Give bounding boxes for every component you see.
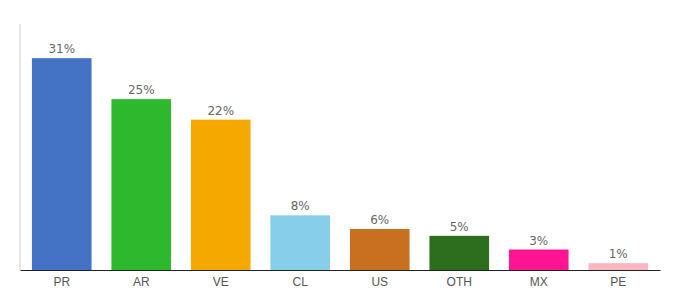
x-tick-label: PE: [610, 275, 626, 289]
x-tick-label: OTH: [447, 275, 472, 289]
x-tick: PR: [53, 275, 70, 289]
x-tick: OTH: [447, 275, 472, 289]
bar: [111, 99, 171, 270]
x-tick: MX: [530, 275, 548, 289]
bar: [32, 58, 92, 270]
data-label: 6%: [370, 213, 389, 227]
x-tick: PE: [610, 275, 626, 289]
data-labels: 31% 25% 22% 8% 6% 5% 3% 1%: [48, 42, 627, 261]
data-label: 1%: [609, 247, 628, 261]
x-tick-label: US: [371, 275, 388, 289]
x-tick: AR: [133, 275, 150, 289]
data-label: 3%: [529, 234, 548, 248]
x-tick-label: CL: [293, 275, 309, 289]
data-label: 22%: [207, 104, 234, 118]
data-label: 5%: [450, 220, 469, 234]
bar: [350, 229, 410, 270]
bar: [588, 263, 648, 270]
bar: [270, 215, 330, 270]
y-axis: [20, 24, 21, 270]
data-label: 25%: [128, 83, 155, 97]
x-axis: PR AR VE CL US OTH MX PE: [21, 271, 661, 290]
data-label: 8%: [291, 199, 310, 213]
x-tick-label: MX: [530, 275, 548, 289]
bar: [191, 120, 251, 270]
x-tick-label: VE: [213, 275, 229, 289]
bar: [429, 236, 489, 270]
x-tick-label: AR: [133, 275, 150, 289]
y-axis-line: [20, 24, 21, 270]
data-label: 31%: [48, 42, 75, 56]
chart: PR AR VE CL US OTH MX PE 31% 25% 22% 8% 6% 5% 3% 1%: [0, 0, 680, 300]
bars: [32, 58, 648, 270]
x-tick: VE: [213, 275, 229, 289]
bar: [509, 250, 569, 271]
plot: PR AR VE CL US OTH MX PE 31% 25% 22% 8% 6% 5% 3% 1%: [20, 24, 661, 289]
x-tick: US: [371, 275, 388, 289]
x-axis-line: [21, 270, 661, 271]
x-tick: CL: [293, 275, 309, 289]
x-tick-label: PR: [53, 275, 70, 289]
